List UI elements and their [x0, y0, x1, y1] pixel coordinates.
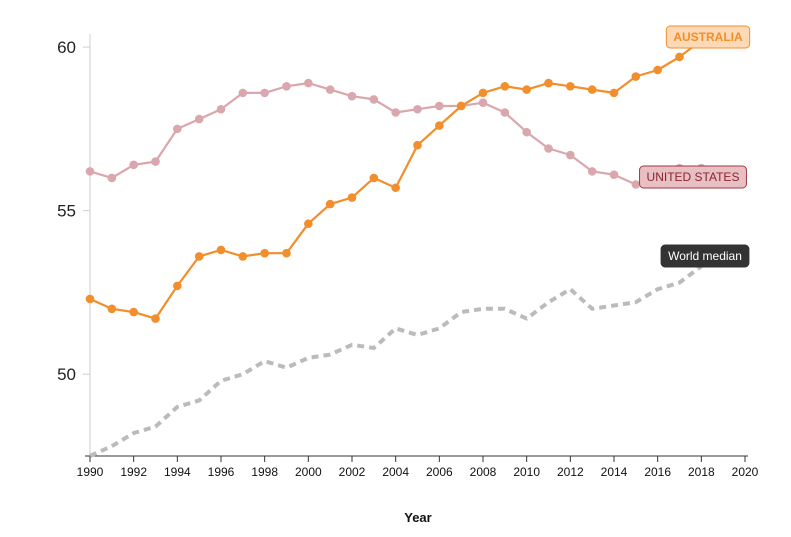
series-australia	[85, 36, 706, 323]
data-point[interactable]	[238, 88, 248, 98]
data-point[interactable]	[566, 150, 575, 160]
data-point[interactable]	[151, 157, 160, 166]
series-line-world-median	[89, 264, 703, 458]
label-box	[665, 25, 751, 49]
label-text: UNITED STATES	[647, 170, 740, 184]
data-point[interactable]	[282, 82, 291, 91]
data-point[interactable]	[675, 52, 684, 62]
data-point[interactable]	[194, 252, 204, 261]
data-point[interactable]	[631, 72, 641, 81]
data-point[interactable]	[129, 307, 138, 317]
x-tick-label: 1996	[208, 465, 235, 479]
data-point[interactable]	[456, 101, 466, 111]
data-point[interactable]	[282, 248, 291, 258]
data-point[interactable]	[107, 173, 117, 183]
data-point[interactable]	[304, 219, 313, 229]
y-tick-label: 55	[57, 202, 76, 221]
x-tick-label: 2016	[644, 465, 671, 479]
series-line-united-states	[89, 81, 702, 186]
y-ticks: 50 55 60	[57, 38, 90, 384]
series-world-median	[89, 264, 703, 458]
x-tick-label: 1992	[120, 465, 147, 479]
data-point[interactable]	[304, 78, 313, 88]
data-point[interactable]	[653, 65, 662, 75]
data-point[interactable]	[435, 121, 444, 130]
x-tick-label: 2018	[688, 465, 715, 479]
x-tick-label: 2014	[601, 465, 628, 479]
data-point[interactable]	[238, 252, 248, 261]
x-axis-label: Year	[404, 510, 431, 525]
axes	[85, 34, 748, 457]
data-point[interactable]	[85, 167, 95, 176]
data-point[interactable]	[173, 281, 182, 291]
x-tick-label: 2008	[470, 465, 497, 479]
data-point[interactable]	[85, 294, 95, 304]
y-tick-label: 50	[57, 365, 76, 384]
series-layer	[85, 36, 706, 458]
label-united-states: UNITED STATES	[639, 165, 747, 189]
data-point[interactable]	[173, 124, 182, 134]
x-tick-label: 2020	[732, 465, 759, 479]
x-tick-label: 1998	[251, 465, 278, 479]
data-point[interactable]	[587, 85, 597, 94]
label-box	[660, 244, 750, 268]
label-australia: AUSTRALIA	[665, 25, 751, 49]
label-text: World median	[668, 249, 742, 263]
x-tick-label: 1990	[77, 465, 104, 479]
data-point[interactable]	[587, 167, 597, 176]
data-point[interactable]	[260, 248, 269, 258]
data-point[interactable]	[369, 95, 379, 104]
data-point[interactable]	[631, 180, 641, 189]
data-point[interactable]	[435, 101, 444, 111]
y-tick-label: 60	[57, 38, 76, 57]
data-point[interactable]	[522, 85, 531, 94]
data-point[interactable]	[478, 98, 488, 107]
data-point[interactable]	[391, 183, 400, 193]
x-tick-label: 2000	[295, 465, 322, 479]
data-point[interactable]	[413, 140, 422, 150]
data-point[interactable]	[347, 91, 357, 101]
label-text: AUSTRALIA	[673, 30, 743, 44]
label-box	[639, 165, 747, 189]
x-ticks: 1990 1992 1994 1996 1998 2000 2002 2004 2006 2008…	[77, 456, 759, 479]
data-point[interactable]	[609, 88, 619, 98]
x-tick-label: 2012	[557, 465, 584, 479]
data-point[interactable]	[500, 82, 510, 91]
x-tick-label: 2006	[426, 465, 453, 479]
data-point[interactable]	[522, 127, 531, 137]
data-point[interactable]	[325, 199, 335, 209]
x-tick-label: 1994	[164, 465, 191, 479]
data-point[interactable]	[478, 88, 488, 98]
data-point[interactable]	[151, 314, 160, 323]
label-world-median: World median	[660, 244, 750, 268]
series-united-states	[85, 78, 706, 189]
x-tick-label: 2002	[339, 465, 366, 479]
data-point[interactable]	[260, 88, 269, 98]
x-tick-label: 2004	[382, 465, 409, 479]
data-point[interactable]	[566, 82, 575, 91]
data-point[interactable]	[544, 78, 553, 88]
data-point[interactable]	[129, 160, 138, 170]
data-point[interactable]	[216, 104, 226, 114]
series-labels: AUSTRALIA UNITED STATES World median	[639, 25, 751, 268]
data-point[interactable]	[347, 193, 357, 202]
data-point[interactable]	[391, 108, 400, 117]
series-line-australia	[89, 39, 702, 320]
data-point[interactable]	[194, 114, 204, 124]
data-point[interactable]	[544, 144, 553, 153]
data-point[interactable]	[369, 173, 379, 183]
data-point[interactable]	[500, 108, 510, 117]
data-point[interactable]	[413, 104, 422, 114]
data-point[interactable]	[216, 245, 226, 255]
x-tick-label: 2010	[513, 465, 540, 479]
data-point[interactable]	[325, 85, 335, 94]
data-point[interactable]	[107, 304, 117, 314]
data-point[interactable]	[609, 170, 619, 179]
